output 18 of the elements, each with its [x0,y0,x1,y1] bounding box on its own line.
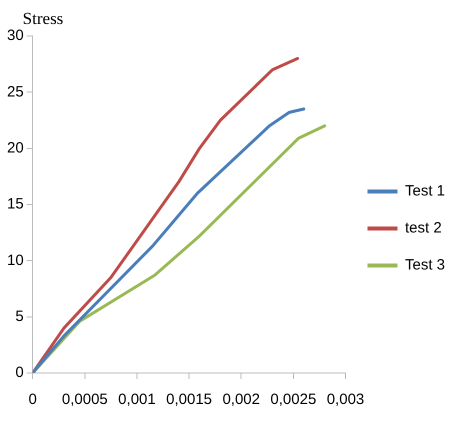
y-tick-label: 25 [6,83,24,100]
y-tick-label: 30 [6,27,24,44]
y-tick-label: 10 [6,252,24,269]
x-tick-label: 0,0015 [166,391,212,408]
y-tick-label: 20 [6,139,24,156]
x-tick-label: 0,002 [222,391,260,408]
y-tick-label: 5 [15,308,24,325]
legend-label: Test 1 [404,182,446,200]
x-tick-label: 0,001 [118,391,156,408]
x-tick-label: 0,003 [326,391,364,408]
y-tick-label: 0 [15,364,24,382]
legend-label: test 2 [404,220,442,237]
y-axis-title: Stress [22,8,64,28]
x-tick-label: 0 [28,391,37,408]
y-tick-label: 15 [6,196,24,213]
x-tick-label: 0,0025 [270,391,316,408]
x-tick-label: 0,0005 [62,391,108,408]
legend-label: Test 3 [404,256,446,274]
